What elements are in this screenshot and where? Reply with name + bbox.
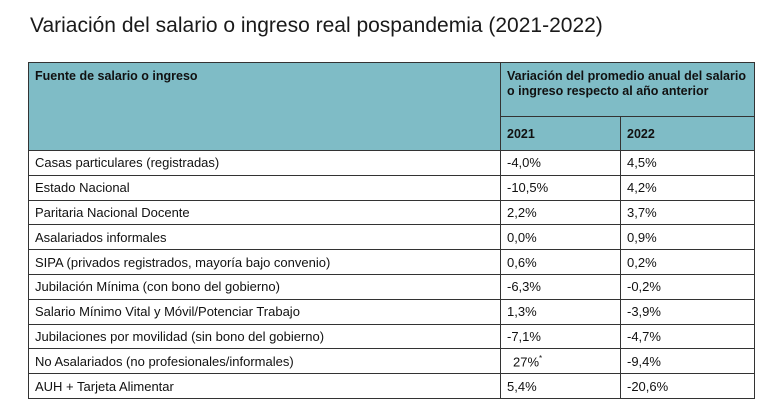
- value-2021: -4,0%: [507, 155, 541, 171]
- value-2021: 2,2%: [507, 204, 537, 220]
- value-2021: -6,3%: [507, 279, 541, 295]
- table-header-row: Fuente de salario o ingreso Variación de…: [28, 62, 756, 151]
- cell-source: Salario Mínimo Vital y Móvil/Potenciar T…: [28, 298, 501, 325]
- value-2021: -10,5%: [507, 180, 549, 196]
- cell-2022: -20,6%: [619, 373, 756, 399]
- cell-2021: -6,3%: [500, 273, 621, 300]
- header-source: Fuente de salario o ingreso: [28, 62, 501, 151]
- header-year-2021: 2021: [500, 116, 621, 151]
- footnote-mark: *: [539, 353, 543, 363]
- cell-source: Estado Nacional: [28, 174, 501, 201]
- table-subheader-row: 2021 2022: [29, 116, 756, 151]
- cell-2021: -10,5%: [500, 174, 621, 201]
- value-2021: 27%: [513, 353, 540, 369]
- table-row: Estado Nacional -10,5% 4,2%: [28, 174, 756, 201]
- header-year-2022: 2022: [619, 116, 756, 151]
- table-row: Asalariados informales 0,0% 0,9%: [28, 224, 756, 251]
- cell-source: AUH + Tarjeta Alimentar: [28, 373, 501, 399]
- table-row: Jubilaciones por movilidad (sin bono del…: [28, 323, 756, 350]
- cell-source: Asalariados informales: [28, 224, 501, 251]
- value-2021: -7,1%: [507, 328, 541, 344]
- table-row: AUH + Tarjeta Alimentar 5,4% -20,6%: [28, 373, 756, 399]
- cell-2021: 27%*: [500, 348, 621, 375]
- cell-2022: 4,5%: [619, 150, 756, 176]
- cell-2022: -0,2%: [619, 273, 756, 300]
- header-variation: Variación del promedio anual del salario…: [499, 62, 756, 117]
- table-body: Casas particulares (registradas) -4,0% 4,5…: [28, 150, 756, 399]
- table-row: Jubilación Mínima (con bono del gobierno…: [28, 273, 756, 300]
- page-title: Variación del salario o ingreso real pos…: [30, 14, 603, 37]
- value-2021: 0,6%: [507, 254, 537, 270]
- cell-2021: -4,0%: [500, 150, 621, 176]
- cell-2022: -3,9%: [619, 298, 756, 325]
- cell-source: Paritaria Nacional Docente: [28, 199, 501, 226]
- cell-2021: 0,6%: [500, 249, 621, 275]
- value-2021: 5,4%: [507, 378, 537, 394]
- cell-source: Jubilación Mínima (con bono del gobierno…: [28, 273, 501, 300]
- cell-2021: 1,3%: [500, 298, 621, 325]
- cell-source: No Asalariados (no profesionales/informa…: [28, 348, 501, 375]
- salary-table: Fuente de salario o ingreso Variación de…: [28, 62, 756, 399]
- cell-2021: 2,2%: [500, 199, 621, 226]
- cell-2021: 0,0%: [500, 224, 621, 251]
- cell-2021: 5,4%: [500, 373, 621, 399]
- value-2021: 0,0%: [507, 229, 537, 245]
- table-row: No Asalariados (no profesionales/informa…: [28, 348, 756, 375]
- cell-source: Jubilaciones por movilidad (sin bono del…: [28, 323, 501, 350]
- value-2021: 1,3%: [507, 304, 537, 320]
- table-row: Paritaria Nacional Docente 2,2% 3,7%: [28, 199, 756, 226]
- table-row: Casas particulares (registradas) -4,0% 4,5…: [28, 150, 756, 176]
- cell-2022: 0,9%: [619, 224, 756, 251]
- cell-2022: 3,7%: [619, 199, 756, 226]
- cell-2022: -9,4%: [619, 348, 756, 375]
- cell-2022: 4,2%: [619, 174, 756, 201]
- cell-2021: -7,1%: [500, 323, 621, 350]
- table-row: SIPA (privados registrados, mayoría bajo…: [28, 249, 756, 275]
- cell-2022: -4,7%: [619, 323, 756, 350]
- cell-source: Casas particulares (registradas): [28, 150, 501, 176]
- cell-source: SIPA (privados registrados, mayoría bajo…: [28, 249, 501, 275]
- cell-2022: 0,2%: [619, 249, 756, 275]
- table-row: Salario Mínimo Vital y Móvil/Potenciar T…: [28, 298, 756, 325]
